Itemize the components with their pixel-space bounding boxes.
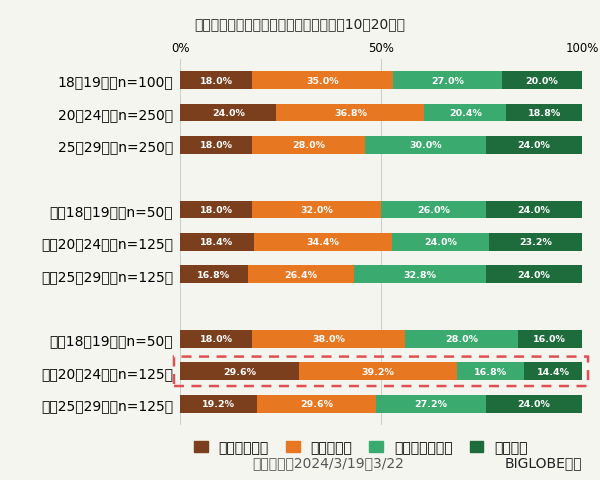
Bar [180, 363, 299, 381]
Legend: とても感じる, やや感じる, あまり感じない, 感じない: とても感じる, やや感じる, あまり感じない, 感じない [188, 435, 533, 460]
Text: 14.4%: 14.4% [536, 367, 569, 376]
Text: 16.0%: 16.0% [533, 335, 566, 344]
Bar [180, 72, 253, 90]
Bar [253, 201, 381, 219]
Bar [489, 234, 582, 251]
Bar [277, 104, 424, 122]
Text: 28.0%: 28.0% [445, 335, 478, 344]
Bar [253, 137, 365, 155]
Text: 39.2%: 39.2% [361, 367, 394, 376]
Bar [502, 72, 582, 90]
Text: 24.0%: 24.0% [517, 141, 550, 150]
Bar [457, 363, 524, 381]
Text: 19.2%: 19.2% [202, 399, 235, 408]
Bar [485, 395, 582, 413]
Text: 最近、メンタルヘルスの不調を感じる【10～20代】: 最近、メンタルヘルスの不調を感じる【10～20代】 [194, 17, 406, 31]
Bar [485, 266, 582, 284]
Text: 18.0%: 18.0% [200, 335, 233, 344]
Bar [253, 330, 405, 348]
Bar [180, 395, 257, 413]
Text: 35.0%: 35.0% [307, 76, 339, 85]
Text: 38.0%: 38.0% [313, 335, 345, 344]
Bar [485, 201, 582, 219]
Bar [253, 72, 393, 90]
Bar [365, 137, 485, 155]
Text: 24.0%: 24.0% [212, 109, 245, 118]
Text: 26.4%: 26.4% [284, 270, 317, 279]
Bar [254, 234, 392, 251]
Bar [180, 104, 277, 122]
Text: 18.8%: 18.8% [527, 109, 561, 118]
Bar [524, 363, 582, 381]
Bar [180, 266, 248, 284]
Bar [485, 137, 582, 155]
Text: 29.6%: 29.6% [223, 367, 256, 376]
Text: 20.4%: 20.4% [449, 109, 482, 118]
Bar [180, 137, 253, 155]
Bar [376, 395, 485, 413]
Text: 28.0%: 28.0% [292, 141, 325, 150]
Text: 24.0%: 24.0% [517, 270, 550, 279]
Bar [405, 330, 518, 348]
Text: 16.8%: 16.8% [197, 270, 230, 279]
Text: 18.0%: 18.0% [200, 76, 233, 85]
Text: 32.0%: 32.0% [301, 205, 333, 215]
Text: 20.0%: 20.0% [526, 76, 558, 85]
Bar [506, 104, 582, 122]
Text: BIGLOBE調べ: BIGLOBE調べ [505, 456, 582, 469]
Bar [518, 330, 582, 348]
Text: 34.4%: 34.4% [307, 238, 340, 247]
Bar [257, 395, 376, 413]
Text: 30.0%: 30.0% [409, 141, 442, 150]
Text: 24.0%: 24.0% [517, 205, 550, 215]
Text: 26.0%: 26.0% [417, 205, 449, 215]
Bar [248, 266, 353, 284]
Text: 32.8%: 32.8% [403, 270, 436, 279]
Text: 調査期間：2024/3/19～3/22: 調査期間：2024/3/19～3/22 [252, 456, 404, 469]
Bar [424, 104, 506, 122]
Text: 36.8%: 36.8% [334, 109, 367, 118]
Text: 27.0%: 27.0% [431, 76, 464, 85]
Bar [180, 330, 253, 348]
Text: 24.0%: 24.0% [517, 399, 550, 408]
Text: 23.2%: 23.2% [519, 238, 552, 247]
Bar [353, 266, 485, 284]
Text: 27.2%: 27.2% [415, 399, 448, 408]
Bar [392, 234, 489, 251]
Bar [180, 234, 254, 251]
Text: 18.4%: 18.4% [200, 238, 233, 247]
Text: 24.0%: 24.0% [424, 238, 457, 247]
Text: 16.8%: 16.8% [474, 367, 507, 376]
Bar [180, 201, 253, 219]
Text: 18.0%: 18.0% [200, 141, 233, 150]
Text: 29.6%: 29.6% [300, 399, 333, 408]
Bar [393, 72, 502, 90]
Text: 18.0%: 18.0% [200, 205, 233, 215]
Bar [381, 201, 485, 219]
Bar [299, 363, 457, 381]
